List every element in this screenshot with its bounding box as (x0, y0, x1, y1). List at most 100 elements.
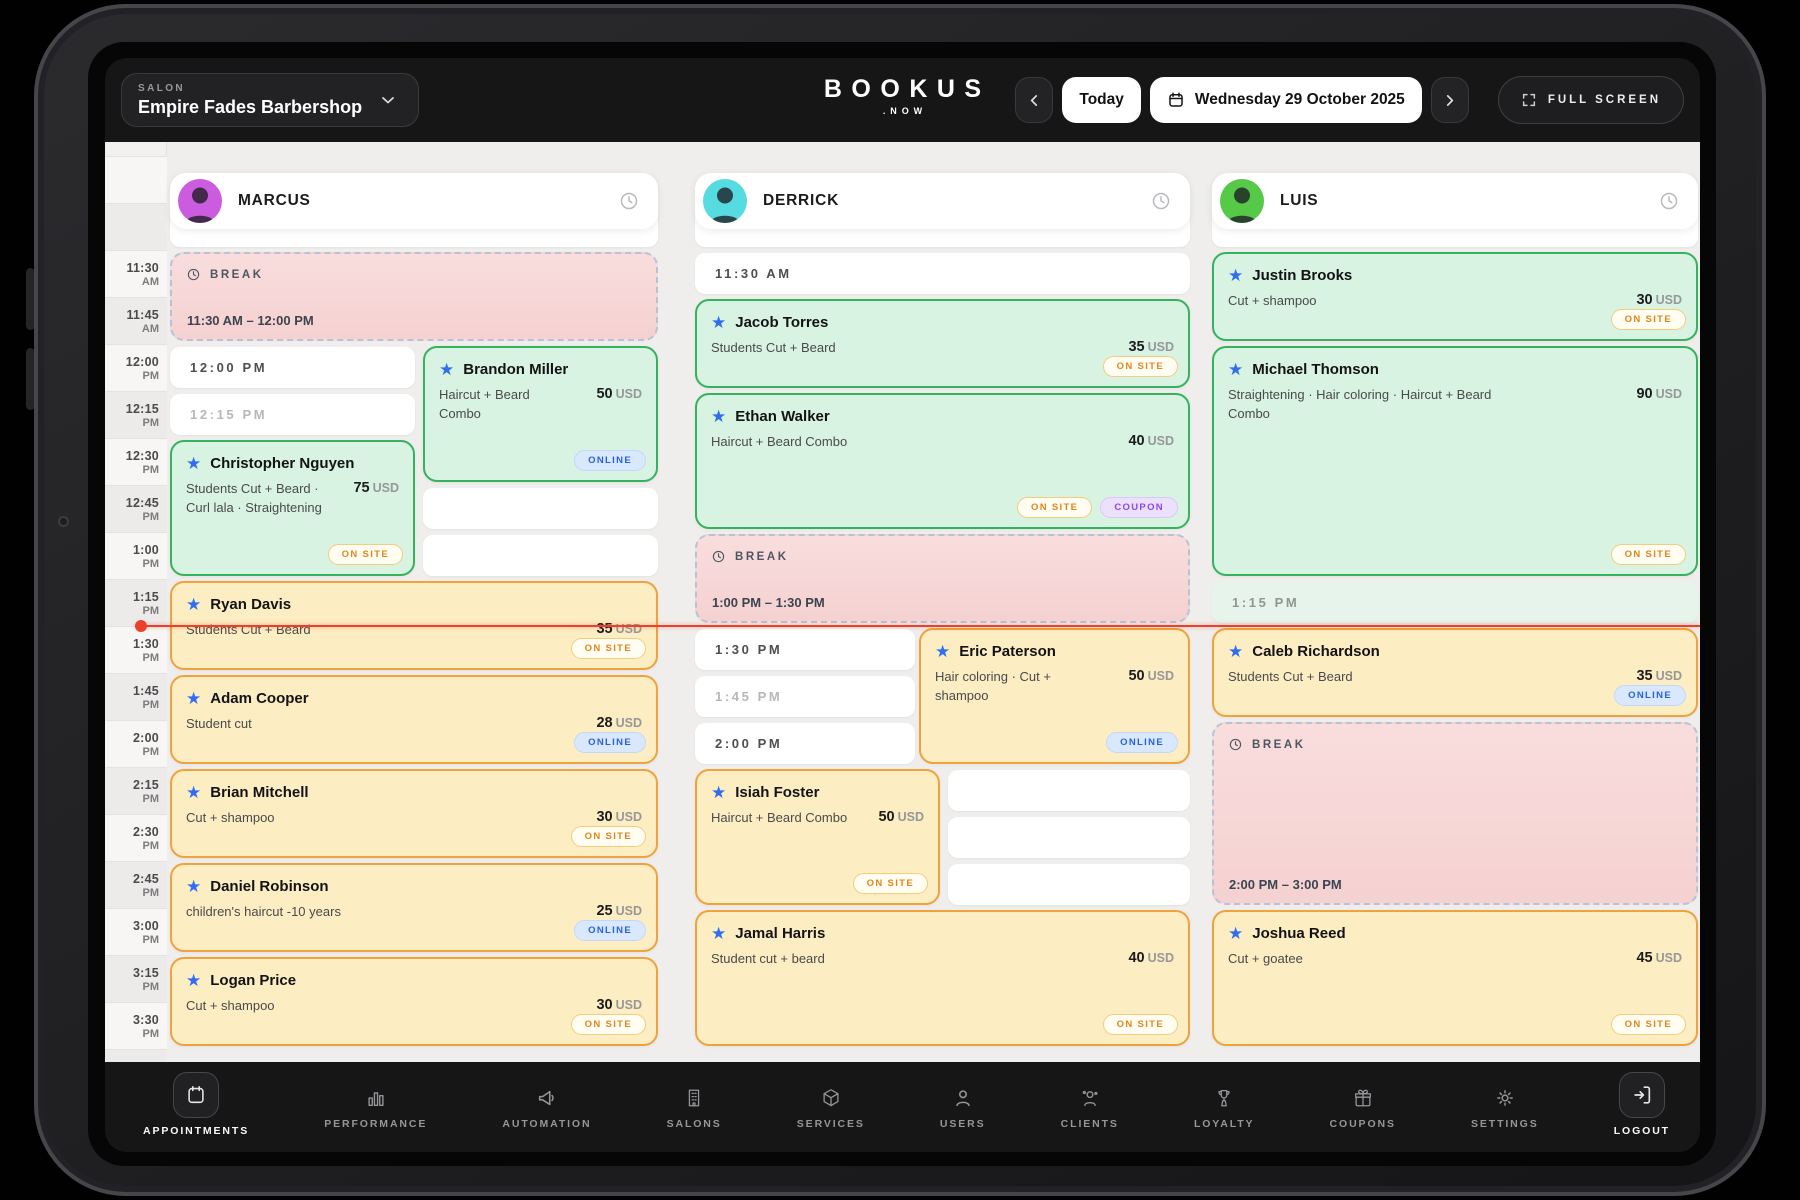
empty-slot[interactable] (948, 864, 1190, 905)
prev-day-button[interactable] (1015, 77, 1054, 123)
fullscreen-button[interactable]: FULL SCREEN (1497, 76, 1684, 124)
nav-item-automation[interactable]: AUTOMATION (502, 1085, 591, 1130)
nav-item-users[interactable]: USERS (940, 1085, 986, 1130)
trophy-icon (1213, 1085, 1235, 1111)
services-label: Haircut + Beard Combo (711, 810, 848, 825)
services-label: Hair coloring · Cut + shampoo (935, 669, 1051, 703)
appointment-card[interactable]: ★ Caleb Richardson Students Cut + Beard 35 U… (1212, 628, 1698, 717)
break-card[interactable]: BREAK 11:30 AM – 12:00 PM (170, 252, 658, 341)
appointment-card[interactable]: ★ Jacob Torres Students Cut + Beard 35 USD ON… (695, 299, 1190, 388)
next-day-button[interactable] (1430, 77, 1469, 123)
badge-row: ONLINE (1106, 732, 1178, 753)
appointment-card[interactable]: ★ Ethan Walker Haircut + Beard Combo 40 USD O… (695, 393, 1190, 529)
appointment-card[interactable]: ★ Joshua Reed Cut + goatee 45 USD ON SITE (1212, 910, 1698, 1046)
time-gutter-row: 1:15 PM (105, 579, 167, 626)
price-label: 50 USD (878, 809, 924, 825)
appointment-details: Student cut + beard 40 USD (711, 950, 1174, 969)
nav-item-coupons[interactable]: COUPONS (1330, 1085, 1396, 1130)
star-icon: ★ (186, 595, 202, 614)
nav-item-services[interactable]: SERVICES (797, 1085, 865, 1130)
date-picker-button[interactable]: Wednesday 29 October 2025 (1149, 77, 1422, 123)
time-gutter-row: 12:45 PM (105, 485, 167, 532)
appointment-card[interactable]: ★ Michael Thomson Straightening · Hair col… (1212, 346, 1698, 576)
volume-up-button (26, 268, 35, 330)
nav-label: SERVICES (796, 1117, 865, 1130)
badge-row: ON SITE (327, 544, 403, 565)
badge-row: ONLINE (574, 732, 646, 753)
empty-slot[interactable]: 11:30 AM (695, 253, 1190, 294)
camera-dot (58, 516, 69, 527)
badge-row: ON SITE (1610, 309, 1686, 330)
appointment-header: ★ Jacob Torres (711, 314, 1174, 331)
break-card[interactable]: BREAK 1:00 PM – 1:30 PM (695, 534, 1190, 623)
nav-item-settings[interactable]: SETTINGS (1471, 1085, 1539, 1130)
appointment-card[interactable]: ★ Brandon Miller Haircut + Beard Combo 50 US… (423, 346, 658, 482)
appointment-card[interactable]: ★ Logan Price Cut + shampoo 30 USD ON SITE (170, 957, 658, 1046)
online-badge: ONLINE (1106, 732, 1178, 753)
appointment-card[interactable]: ★ Adam Cooper Student cut 28 USD ONLINE (170, 675, 658, 764)
nav-label: SALONS (666, 1117, 722, 1130)
appointment-header: ★ Daniel Robinson (186, 878, 642, 895)
time-label: 1:45 (132, 683, 159, 698)
time-gutter-row: 3:30 PM (105, 1002, 167, 1049)
slot-time-label: 12:00 PM (190, 360, 268, 375)
nav-item-logout[interactable]: LOGOUT (1614, 1071, 1670, 1137)
empty-slot[interactable]: 2:00 PM (695, 723, 915, 764)
nav-item-clients[interactable]: CLIENTS (1061, 1085, 1119, 1130)
nav-item-appointments[interactable]: APPOINTMENTS (143, 1071, 249, 1137)
empty-slot[interactable] (948, 770, 1190, 811)
logo-subtext: .NOW (882, 106, 928, 116)
online-badge: ONLINE (574, 450, 646, 471)
salon-selector[interactable]: SALON Empire Fades Barbershop (121, 73, 420, 127)
today-button[interactable]: Today (1062, 77, 1141, 123)
services-label: Students Cut + Beard (1228, 669, 1353, 684)
empty-slot[interactable] (948, 817, 1190, 858)
empty-slot[interactable] (423, 535, 658, 576)
appointment-card[interactable]: ★ Daniel Robinson children's haircut -10 y… (170, 863, 658, 952)
badge-row: ONLINE (574, 920, 646, 941)
appointment-card[interactable]: ★ Brian Mitchell Cut + shampoo 30 USD ON SITE (170, 769, 658, 858)
client-name: Logan Price (210, 972, 297, 989)
appointment-card[interactable]: ★ Jamal Harris Student cut + beard 40 USD ON … (695, 910, 1190, 1046)
clock-icon (1150, 190, 1172, 212)
appointment-header: ★ Ryan Davis (186, 596, 642, 613)
break-header: BREAK (186, 267, 642, 282)
time-gutter-row (105, 156, 167, 203)
price-label: 35 USD (1636, 668, 1682, 684)
appointment-card[interactable]: ★ Isiah Foster Haircut + Beard Combo 50 USD O… (695, 769, 940, 905)
star-icon: ★ (711, 783, 727, 802)
staff-header-marcus[interactable]: MARCUS (170, 173, 658, 229)
time-label: 2:00 (132, 730, 159, 745)
time-gutter-row: 11:45 AM (105, 297, 167, 344)
empty-slot[interactable] (423, 488, 658, 529)
empty-slot[interactable]: 12:15 PM (170, 394, 415, 435)
price-label: 25 USD (596, 903, 642, 919)
nav-item-loyalty[interactable]: LOYALTY (1194, 1085, 1255, 1130)
appointment-card[interactable]: ★ Eric Paterson Hair coloring · Cut + sham… (919, 628, 1190, 764)
appointment-card[interactable]: ★ Christopher Nguyen Students Cut + Beard … (170, 440, 415, 576)
avatar (178, 179, 222, 223)
empty-slot[interactable]: 1:15 PM (1212, 582, 1698, 623)
slot-time-label: 12:15 PM (190, 407, 268, 422)
appointment-details: Haircut + Beard Combo 50 USD (439, 386, 642, 424)
price-label: 90 USD (1636, 386, 1682, 402)
badge-row: ON SITE (570, 826, 646, 847)
bottom-navigation: APPOINTMENTS PERFORMANCE AUTOMATION SALONS S… (105, 1062, 1700, 1152)
time-gutter-row: 11:30 AM (105, 250, 167, 297)
price-label: 30 USD (1636, 292, 1682, 308)
empty-slot[interactable]: 12:00 PM (170, 347, 415, 388)
staff-header-luis[interactable]: LUIS (1212, 173, 1698, 229)
time-label: 1:30 (132, 636, 159, 651)
badge-row: ON SITE COUPON (1016, 497, 1178, 518)
empty-slot[interactable]: 1:45 PM (695, 676, 915, 717)
salon-label: SALON (138, 82, 185, 94)
break-card[interactable]: BREAK 2:00 PM – 3:00 PM (1212, 722, 1698, 905)
empty-slot[interactable]: 1:30 PM (695, 629, 915, 670)
volume-down-button (26, 348, 35, 410)
nav-item-salons[interactable]: SALONS (667, 1085, 722, 1130)
appointment-card[interactable]: ★ Justin Brooks Cut + shampoo 30 USD ON SITE (1212, 252, 1698, 341)
nav-item-performance[interactable]: PERFORMANCE (324, 1085, 427, 1130)
staff-header-derrick[interactable]: DERRICK (695, 173, 1190, 229)
time-period-label: PM (142, 416, 160, 429)
time-gutter-row: 1:45 PM (105, 673, 167, 720)
